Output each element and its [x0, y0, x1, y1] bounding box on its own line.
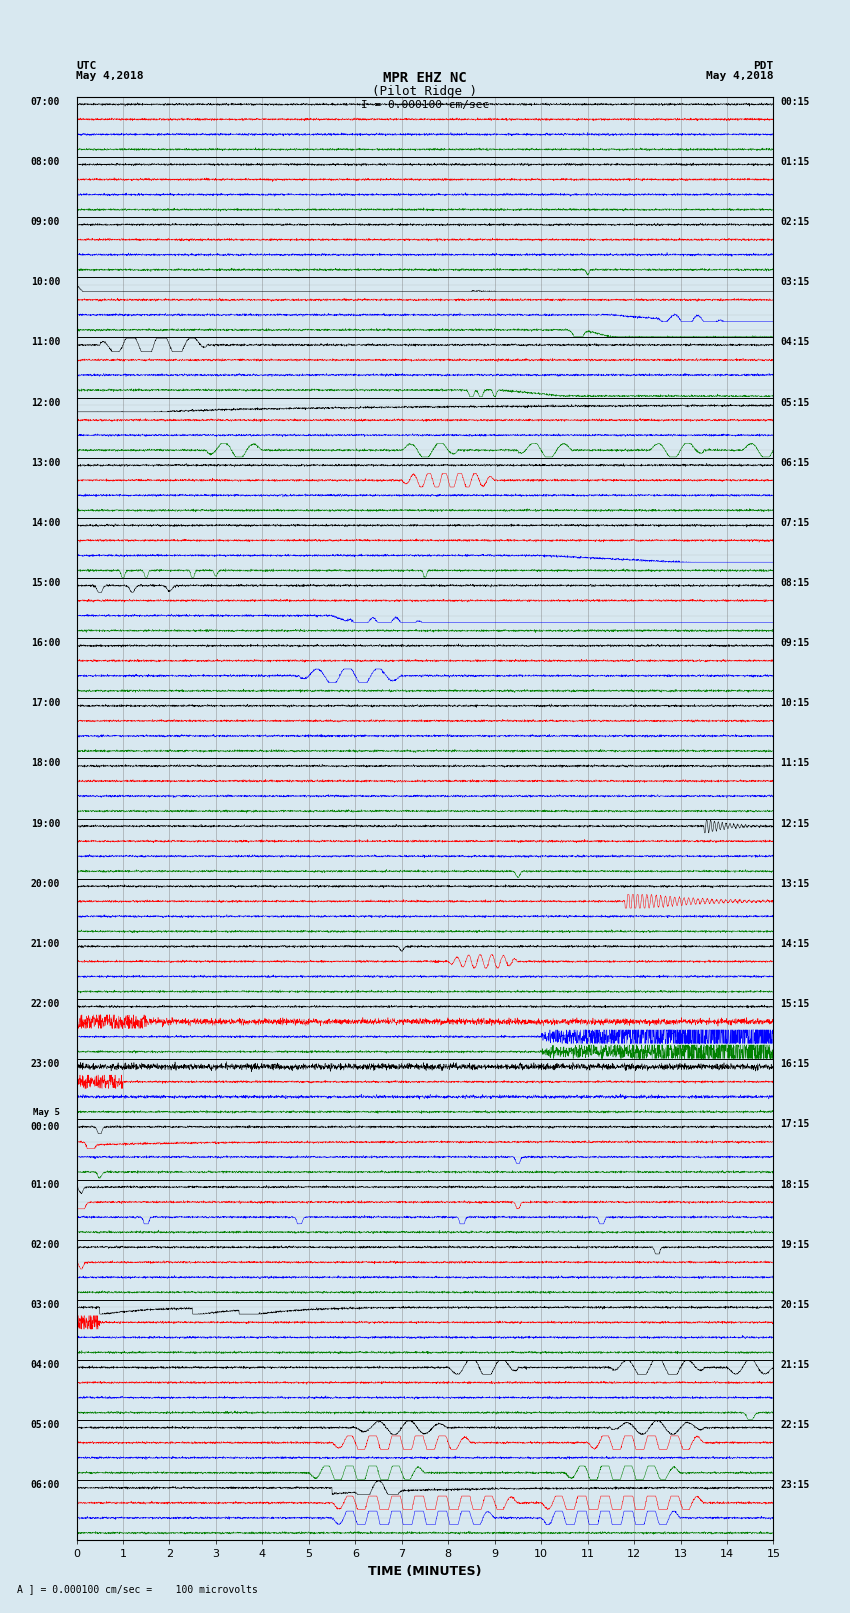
Text: 13:00: 13:00: [31, 458, 60, 468]
Text: 14:00: 14:00: [31, 518, 60, 527]
Text: 16:15: 16:15: [780, 1060, 810, 1069]
Text: 07:00: 07:00: [31, 97, 60, 106]
Text: 12:15: 12:15: [780, 819, 810, 829]
Text: MPR EHZ NC: MPR EHZ NC: [383, 71, 467, 85]
Text: 03:00: 03:00: [31, 1300, 60, 1310]
Text: 06:00: 06:00: [31, 1481, 60, 1490]
Text: (Pilot Ridge ): (Pilot Ridge ): [372, 85, 478, 98]
Text: 03:15: 03:15: [780, 277, 810, 287]
Text: 22:00: 22:00: [31, 998, 60, 1010]
Text: 02:00: 02:00: [31, 1240, 60, 1250]
Text: May 4,2018: May 4,2018: [76, 71, 144, 81]
Text: 15:15: 15:15: [780, 998, 810, 1010]
Text: 04:00: 04:00: [31, 1360, 60, 1369]
Text: PDT: PDT: [753, 61, 774, 71]
Text: 06:15: 06:15: [780, 458, 810, 468]
Text: 18:00: 18:00: [31, 758, 60, 768]
Text: 11:15: 11:15: [780, 758, 810, 768]
Text: 13:15: 13:15: [780, 879, 810, 889]
Text: 02:15: 02:15: [780, 218, 810, 227]
Text: 17:00: 17:00: [31, 698, 60, 708]
Text: 20:15: 20:15: [780, 1300, 810, 1310]
Text: 21:00: 21:00: [31, 939, 60, 948]
Text: 12:00: 12:00: [31, 397, 60, 408]
Text: 23:00: 23:00: [31, 1060, 60, 1069]
Text: May 5: May 5: [33, 1108, 60, 1116]
Text: 19:00: 19:00: [31, 819, 60, 829]
Text: 17:15: 17:15: [780, 1119, 810, 1129]
Text: 00:00: 00:00: [31, 1121, 60, 1132]
Text: 01:15: 01:15: [780, 156, 810, 166]
Text: 15:00: 15:00: [31, 577, 60, 589]
Text: 19:15: 19:15: [780, 1240, 810, 1250]
Text: May 4,2018: May 4,2018: [706, 71, 774, 81]
Text: 21:15: 21:15: [780, 1360, 810, 1369]
Text: 09:00: 09:00: [31, 218, 60, 227]
Text: I = 0.000100 cm/sec: I = 0.000100 cm/sec: [361, 100, 489, 110]
Text: 22:15: 22:15: [780, 1419, 810, 1431]
Text: 05:15: 05:15: [780, 397, 810, 408]
Text: 08:00: 08:00: [31, 156, 60, 166]
Text: 01:00: 01:00: [31, 1179, 60, 1189]
Text: 16:00: 16:00: [31, 639, 60, 648]
Text: 14:15: 14:15: [780, 939, 810, 948]
Text: 10:00: 10:00: [31, 277, 60, 287]
Text: 23:15: 23:15: [780, 1481, 810, 1490]
Text: 00:15: 00:15: [780, 97, 810, 106]
Text: UTC: UTC: [76, 61, 97, 71]
Text: 05:00: 05:00: [31, 1419, 60, 1431]
Text: 07:15: 07:15: [780, 518, 810, 527]
Text: A ] = 0.000100 cm/sec =    100 microvolts: A ] = 0.000100 cm/sec = 100 microvolts: [17, 1584, 258, 1594]
Text: 20:00: 20:00: [31, 879, 60, 889]
Text: 08:15: 08:15: [780, 577, 810, 589]
Text: 18:15: 18:15: [780, 1179, 810, 1189]
Text: 10:15: 10:15: [780, 698, 810, 708]
Text: 09:15: 09:15: [780, 639, 810, 648]
X-axis label: TIME (MINUTES): TIME (MINUTES): [368, 1565, 482, 1578]
Text: 04:15: 04:15: [780, 337, 810, 347]
Text: 11:00: 11:00: [31, 337, 60, 347]
